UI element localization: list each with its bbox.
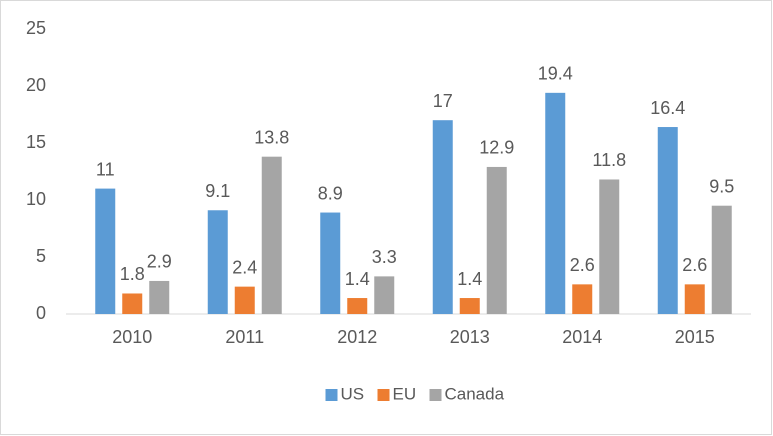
value-label: 12.9 <box>479 138 514 158</box>
bar <box>486 166 507 314</box>
legend-swatch <box>429 389 442 401</box>
y-tick-label: 0 <box>36 303 46 323</box>
value-label: 13.8 <box>254 127 289 147</box>
y-tick-label: 20 <box>26 75 46 95</box>
value-label: 3.3 <box>372 247 397 267</box>
legend-swatch <box>325 389 338 401</box>
bar <box>711 205 732 314</box>
value-label: 1.4 <box>345 269 370 289</box>
bar <box>320 212 341 314</box>
x-tick-label: 2015 <box>675 327 715 347</box>
bar <box>657 127 678 314</box>
legend-label: Canada <box>445 384 505 403</box>
value-label: 1.4 <box>457 269 482 289</box>
bar <box>95 188 116 314</box>
bar <box>234 286 255 314</box>
bar <box>347 298 368 314</box>
bar <box>545 92 566 314</box>
legend-label: EU <box>393 384 417 403</box>
value-label: 2.9 <box>147 252 172 272</box>
x-tick-label: 2011 <box>225 327 264 347</box>
value-label: 8.9 <box>318 183 343 203</box>
bar <box>599 179 620 314</box>
bar <box>374 276 395 314</box>
value-label: 2.4 <box>232 257 257 277</box>
bar <box>207 210 228 314</box>
value-label: 9.1 <box>205 181 230 201</box>
x-tick-label: 2014 <box>562 327 602 347</box>
value-label: 11.8 <box>592 150 626 170</box>
y-tick-label: 5 <box>36 246 46 266</box>
value-label: 17 <box>433 91 453 111</box>
y-tick-label: 25 <box>26 18 46 38</box>
x-tick-label: 2013 <box>450 327 490 347</box>
y-tick-label: 10 <box>26 189 46 209</box>
bar <box>572 284 593 314</box>
value-label: 16.4 <box>650 98 685 118</box>
bar <box>432 120 453 314</box>
bar <box>122 293 143 314</box>
value-label: 1.8 <box>120 264 145 284</box>
value-label: 2.6 <box>570 255 595 275</box>
bar <box>261 156 282 314</box>
value-label: 19.4 <box>538 64 573 84</box>
bar <box>149 280 170 314</box>
legend: US EU Canada <box>325 384 505 403</box>
legend-label: US <box>341 384 365 403</box>
x-tick-label: 2010 <box>112 327 152 347</box>
x-tick-label: 2012 <box>337 327 377 347</box>
bar <box>684 284 705 314</box>
y-tick-label: 15 <box>26 132 46 152</box>
legend-swatch <box>377 389 390 401</box>
bar <box>459 298 480 314</box>
value-label: 11 <box>96 159 115 179</box>
value-label: 9.5 <box>709 176 734 196</box>
value-label: 2.6 <box>682 255 707 275</box>
